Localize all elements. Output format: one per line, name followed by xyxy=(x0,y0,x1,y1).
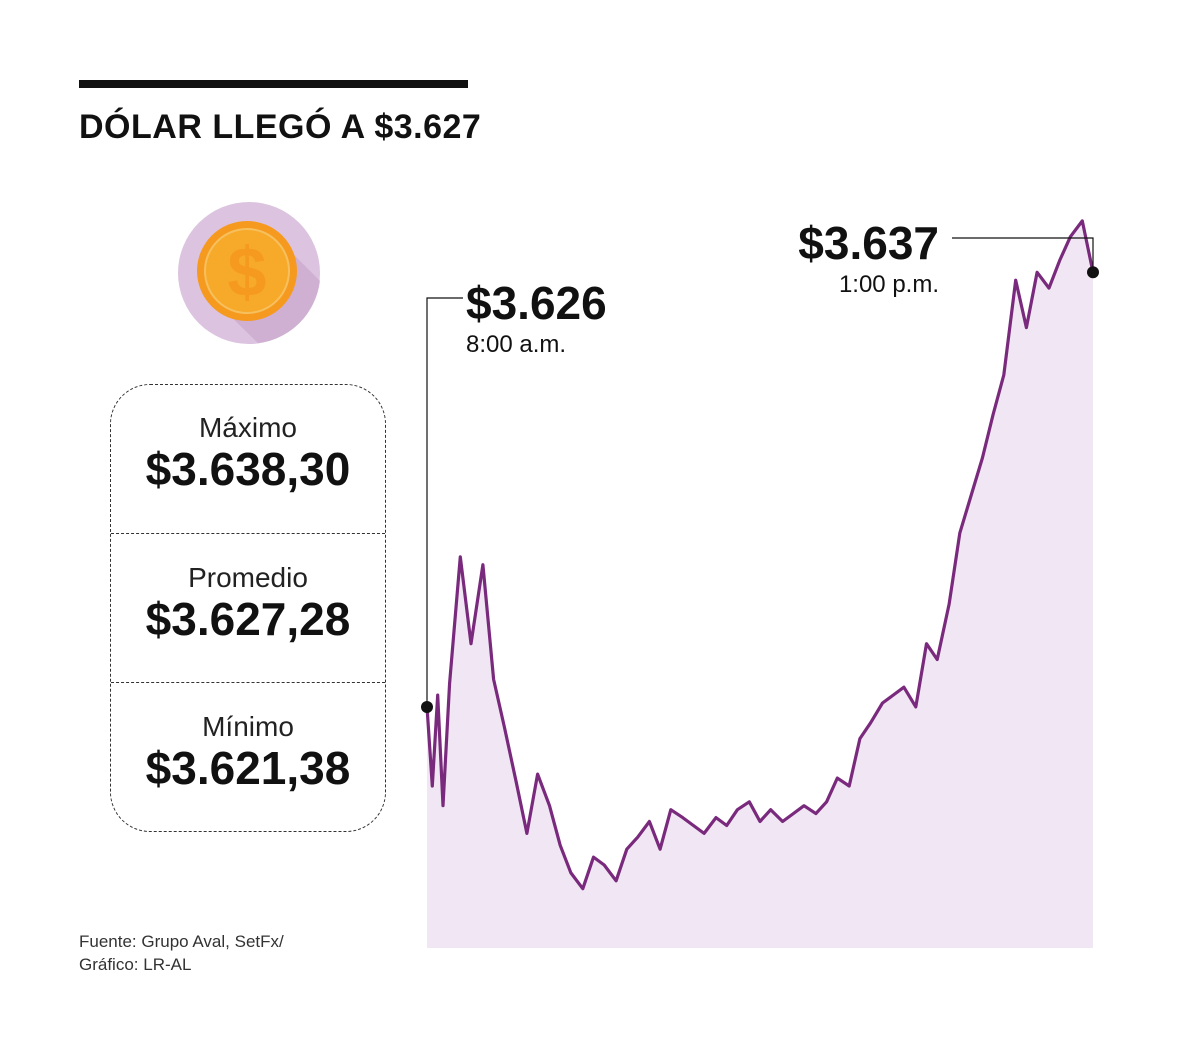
dollar-coin-icon: $ xyxy=(178,202,320,344)
stats-box: Máximo $3.638,30 Promedio $3.627,28 Míni… xyxy=(110,384,386,832)
stats-divider xyxy=(111,533,385,534)
title-rule xyxy=(79,80,468,88)
stat-max-label: Máximo xyxy=(198,412,297,443)
stat-min-label: Mínimo xyxy=(202,711,294,742)
price-line xyxy=(425,219,1095,891)
close-time-label: 1:00 p.m. xyxy=(839,271,939,298)
svg-text:$: $ xyxy=(228,233,267,311)
price-area xyxy=(427,220,1093,948)
close-price-label: $3.637 xyxy=(798,217,939,269)
stat-max-value: $3.638,30 xyxy=(145,443,351,495)
chart-title: DÓLAR LLEGÓ A $3.627 xyxy=(79,108,482,146)
source-line: Fuente: Grupo Aval, SetFx/ xyxy=(79,932,284,951)
open-point xyxy=(421,700,433,713)
open-time-label: 8:00 a.m. xyxy=(466,331,566,358)
stat-avg: Promedio $3.627,28 xyxy=(111,562,385,646)
stat-min: Mínimo $3.621,38 xyxy=(111,711,385,795)
stats-divider xyxy=(111,682,385,683)
open-price-label: $3.626 xyxy=(466,277,607,329)
stat-max: Máximo $3.638,30 xyxy=(111,412,385,496)
close-point xyxy=(1087,266,1099,279)
stat-avg-label: Promedio xyxy=(188,562,308,593)
credit-line: Gráfico: LR-AL xyxy=(79,955,192,974)
source-note: Fuente: Grupo Aval, SetFx/ Gráfico: LR-A… xyxy=(79,930,284,976)
stat-avg-value: $3.627,28 xyxy=(145,593,351,645)
stat-min-value: $3.621,38 xyxy=(145,742,351,794)
callout-leader xyxy=(426,297,463,707)
callout-leader xyxy=(952,237,1094,273)
